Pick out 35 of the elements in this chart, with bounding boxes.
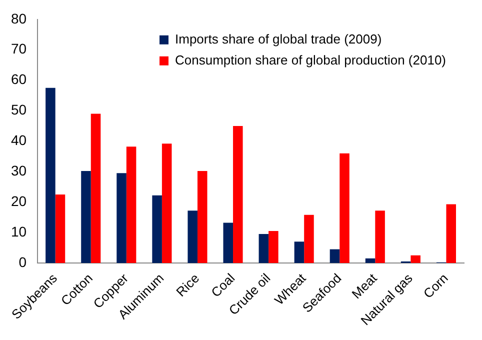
bar — [126, 146, 136, 263]
bar — [446, 204, 456, 263]
legend-label: Imports share of global trade (2009) — [175, 31, 382, 46]
bar — [162, 144, 172, 263]
bar — [81, 171, 91, 263]
y-tick-label: 60 — [10, 71, 27, 88]
bar — [116, 173, 126, 263]
bar — [330, 249, 340, 263]
bar — [340, 153, 350, 263]
bar — [223, 222, 234, 263]
y-tick-label: 0 — [18, 254, 27, 270]
bar — [233, 126, 243, 263]
bar — [258, 234, 269, 263]
bar — [46, 88, 56, 263]
bar — [268, 230, 278, 263]
bar — [90, 114, 101, 263]
bar — [152, 195, 162, 263]
y-tick-label: 10 — [10, 223, 27, 240]
bar — [294, 242, 304, 263]
y-tick-label: 80 — [10, 10, 27, 26]
bar — [304, 214, 314, 263]
bar — [410, 255, 420, 263]
bar — [188, 210, 198, 263]
x-tick-label: Corn — [420, 270, 451, 302]
legend-label: Consumption share of global production (2010) — [175, 52, 446, 68]
y-tick-label: 70 — [10, 40, 27, 57]
bar — [55, 194, 66, 263]
y-tick-label: 40 — [10, 132, 27, 148]
y-tick-label: 30 — [10, 162, 27, 178]
y-tick-label: 50 — [10, 102, 27, 118]
bar — [375, 210, 385, 263]
bar — [365, 258, 376, 263]
x-tick-label: Rice — [173, 270, 202, 300]
bar — [197, 171, 208, 263]
y-tick-label: 20 — [10, 192, 27, 209]
